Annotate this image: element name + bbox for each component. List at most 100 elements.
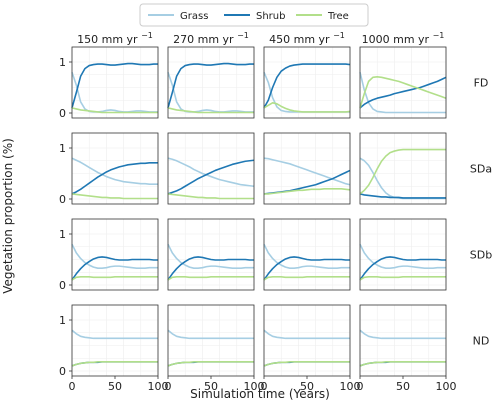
series-line-shrub	[359, 256, 446, 281]
panel	[359, 46, 447, 119]
series-line-shrub	[263, 256, 350, 281]
panel: 0 50 100	[165, 304, 265, 393]
series-line-shrub	[71, 62, 158, 109]
row-labels: FD SDa SDb ND	[470, 77, 492, 348]
x-tick-label: 0	[69, 380, 76, 393]
panel-background	[168, 219, 254, 290]
series-line-grass	[71, 329, 158, 340]
series-line-grass	[359, 72, 446, 114]
y-tick-label: 0	[59, 279, 66, 292]
y-axis-label: Vegetation proportion (%)	[1, 138, 15, 294]
panel-background	[360, 219, 446, 290]
panel-background	[72, 47, 158, 118]
series-line-shrub	[71, 161, 158, 195]
series-line-tree	[71, 107, 158, 114]
series-line-tree	[359, 276, 446, 281]
column-header: 150 mm yr −1	[77, 31, 153, 46]
series-line-tree	[167, 193, 254, 200]
series-line-tree	[264, 188, 351, 195]
x-tick-label: 50	[396, 380, 410, 393]
x-tick-label: 50	[108, 380, 122, 393]
x-tick-label: 100	[340, 380, 361, 393]
panel-frame	[71, 218, 159, 291]
x-tick-label: 0	[357, 380, 364, 393]
legend: Grass Shrub Tree	[139, 3, 369, 27]
column-header: 450 mm yr −1	[269, 31, 345, 46]
series-line-grass	[167, 329, 254, 340]
x-tick-label: 0	[261, 380, 268, 393]
series-line-tree	[71, 361, 158, 367]
series-line-shrub	[359, 193, 446, 199]
panel	[263, 218, 351, 291]
panel-frame	[71, 46, 159, 119]
series-line-shrub	[167, 159, 255, 195]
column-header-exponent: −1	[141, 31, 153, 40]
x-tick-label: 100	[436, 380, 457, 393]
panel-background	[264, 219, 350, 290]
series-line-tree	[71, 276, 158, 281]
y-tick-label: 1	[59, 142, 66, 155]
panel-background	[264, 305, 350, 376]
column-header-base: 1000 mm yr	[362, 33, 433, 46]
y-tick-label: 0	[59, 107, 66, 120]
y-tick-label: 1	[59, 228, 66, 241]
panel: 0 50 100	[261, 304, 361, 393]
column-header-exponent: −1	[333, 31, 345, 40]
series-line-grass	[359, 329, 446, 340]
panel-frame	[167, 46, 255, 119]
panel-frame	[359, 218, 447, 291]
column-header-base: 270 mm yr	[173, 33, 237, 46]
x-tick-label: 100	[244, 380, 265, 393]
panel: 0 1 0 50 100	[59, 304, 169, 393]
series-line-grass	[167, 71, 254, 113]
panel-background	[168, 305, 254, 376]
panel-frame	[167, 132, 255, 205]
panel	[167, 132, 255, 205]
panel: 01	[59, 132, 159, 206]
series-line-tree	[359, 75, 447, 109]
y-tick-label: 0	[59, 193, 66, 206]
panel	[167, 218, 255, 291]
panel-background	[360, 133, 446, 204]
panel	[263, 46, 351, 119]
panel-background	[72, 219, 158, 290]
series-line-tree	[167, 107, 254, 114]
legend-label-grass: Grass	[180, 11, 208, 22]
panel-frame	[359, 46, 447, 119]
column-header-exponent: −1	[237, 31, 249, 40]
panel-background	[168, 47, 254, 118]
series-line-tree	[71, 193, 158, 200]
panel-frame	[263, 218, 351, 291]
legend-label-tree: Tree	[327, 11, 349, 22]
panel-frame	[71, 132, 159, 205]
series-line-tree	[359, 148, 446, 195]
panel: 01	[59, 46, 159, 120]
series-line-tree	[167, 361, 254, 367]
row-label: ND	[473, 335, 490, 348]
column-header-base: 150 mm yr	[77, 33, 141, 46]
row-label: SDa	[470, 163, 492, 176]
row-label: FD	[474, 77, 489, 90]
panel	[359, 218, 447, 291]
panel-background	[360, 305, 446, 376]
y-tick-label: 0	[59, 365, 66, 378]
series-line-tree	[359, 361, 446, 367]
series-line-grass	[263, 157, 351, 186]
series-line-grass	[71, 71, 158, 113]
series-line-shrub	[71, 256, 158, 281]
column-header-exponent: −1	[433, 31, 445, 40]
series-line-grass	[263, 329, 350, 340]
series-line-tree	[167, 276, 254, 281]
series-line-grass	[71, 157, 158, 186]
series-line-shrub	[359, 76, 447, 109]
panel-background	[168, 133, 254, 204]
panel: 01	[59, 218, 159, 292]
column-header: 270 mm yr −1	[173, 31, 249, 46]
panel	[167, 46, 255, 119]
series-line-shrub	[167, 62, 254, 109]
x-tick-label: 100	[148, 380, 169, 393]
x-tick-label: 0	[165, 380, 172, 393]
panel-frame	[263, 132, 351, 205]
